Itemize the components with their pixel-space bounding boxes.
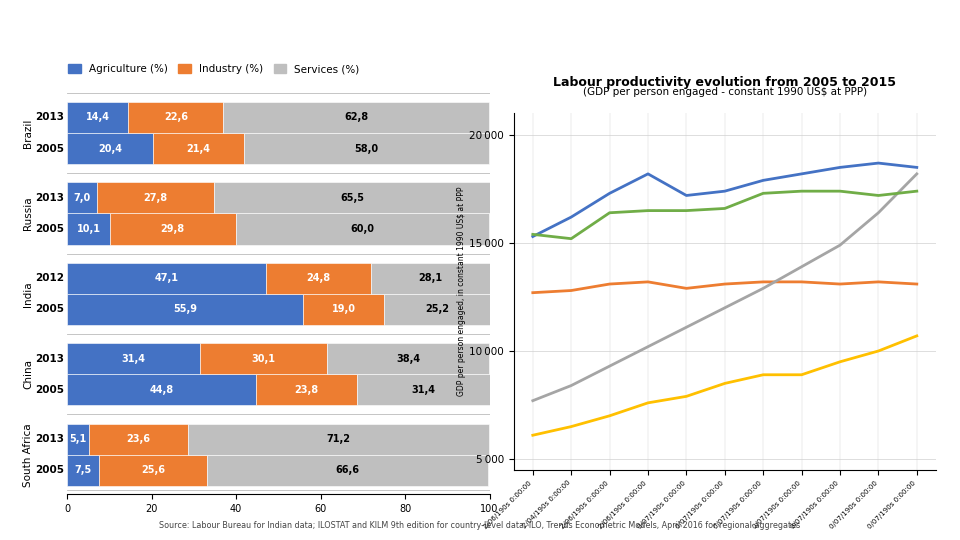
Bar [327, 343, 490, 374]
Text: 23,8: 23,8 [295, 385, 319, 395]
Text: 2005: 2005 [35, 144, 63, 153]
Text: 2013: 2013 [35, 354, 63, 363]
Bar [99, 455, 207, 486]
Bar [67, 423, 88, 455]
Bar [303, 294, 384, 325]
Text: 55,9: 55,9 [173, 305, 197, 314]
Bar [200, 343, 327, 374]
Bar [67, 374, 256, 406]
Bar [109, 213, 236, 245]
Text: 25,6: 25,6 [141, 465, 165, 475]
Text: 25,2: 25,2 [424, 305, 449, 314]
Text: 38,4: 38,4 [396, 354, 420, 363]
Text: A5 Premature Deindustrialization?: A5 Premature Deindustrialization? [15, 24, 558, 51]
Bar [224, 102, 489, 133]
Text: 2005: 2005 [35, 224, 63, 234]
Text: 21,4: 21,4 [186, 144, 210, 153]
Text: 65,5: 65,5 [341, 193, 365, 203]
Text: 44,8: 44,8 [150, 385, 174, 395]
Legend: Agriculture (%), Industry (%), Services (%): Agriculture (%), Industry (%), Services … [64, 60, 364, 78]
Bar [97, 182, 214, 213]
Bar [154, 133, 244, 164]
Bar [67, 343, 200, 374]
Text: 28,1: 28,1 [419, 273, 443, 283]
Bar [128, 102, 224, 133]
Text: 58,0: 58,0 [354, 144, 378, 153]
Text: 19,0: 19,0 [331, 305, 355, 314]
Bar [188, 423, 490, 455]
Bar [256, 374, 357, 406]
Text: 31,4: 31,4 [122, 354, 146, 363]
Text: 23,6: 23,6 [127, 434, 151, 444]
Bar [357, 374, 490, 406]
Text: 60,0: 60,0 [350, 224, 374, 234]
Text: 2012: 2012 [35, 273, 63, 283]
Text: 30,1: 30,1 [252, 354, 276, 363]
Text: 29,8: 29,8 [160, 224, 185, 234]
Bar [207, 455, 489, 486]
Text: 62,8: 62,8 [344, 112, 369, 123]
Text: 66,6: 66,6 [336, 465, 360, 475]
Title: Labour productivity evolution from 2005 to 2015: Labour productivity evolution from 2005 … [553, 76, 897, 89]
Text: 5,1: 5,1 [69, 434, 86, 444]
Text: 27,8: 27,8 [143, 193, 168, 203]
Bar [214, 182, 491, 213]
Text: 7,0: 7,0 [73, 193, 90, 203]
Text: 7,5: 7,5 [75, 465, 91, 475]
Bar [67, 455, 99, 486]
Text: 24,8: 24,8 [306, 273, 330, 283]
Text: 2013: 2013 [35, 112, 63, 123]
Bar [67, 262, 266, 294]
Text: 10,1: 10,1 [77, 224, 101, 234]
Text: 71,2: 71,2 [326, 434, 350, 444]
Text: 2005: 2005 [35, 305, 63, 314]
Bar [67, 294, 303, 325]
Text: 31,4: 31,4 [411, 385, 435, 395]
Bar [67, 102, 128, 133]
Text: 22,6: 22,6 [164, 112, 188, 123]
Bar [384, 294, 490, 325]
Bar [67, 182, 97, 213]
Text: 47,1: 47,1 [155, 273, 179, 283]
Text: Source: Labour Bureau for Indian data; ILOSTAT and KILM 9th edition for country-: Source: Labour Bureau for Indian data; I… [159, 521, 801, 530]
Bar [266, 262, 371, 294]
Bar [67, 133, 154, 164]
Text: 14,4: 14,4 [85, 112, 109, 123]
Bar [88, 423, 188, 455]
Bar [371, 262, 490, 294]
Bar [244, 133, 489, 164]
Text: 2005: 2005 [35, 385, 63, 395]
Text: 2013: 2013 [35, 193, 63, 203]
Bar [236, 213, 490, 245]
Bar [67, 213, 109, 245]
Y-axis label: GDP per person engaged, in constant 1990 US$ at PPP: GDP per person engaged, in constant 1990… [457, 187, 467, 396]
Text: 20,4: 20,4 [98, 144, 122, 153]
Text: 2005: 2005 [35, 465, 63, 475]
Text: 2013: 2013 [35, 434, 63, 444]
Text: (GDP per person engaged - constant 1990 US$ at PPP): (GDP per person engaged - constant 1990 … [583, 87, 867, 97]
